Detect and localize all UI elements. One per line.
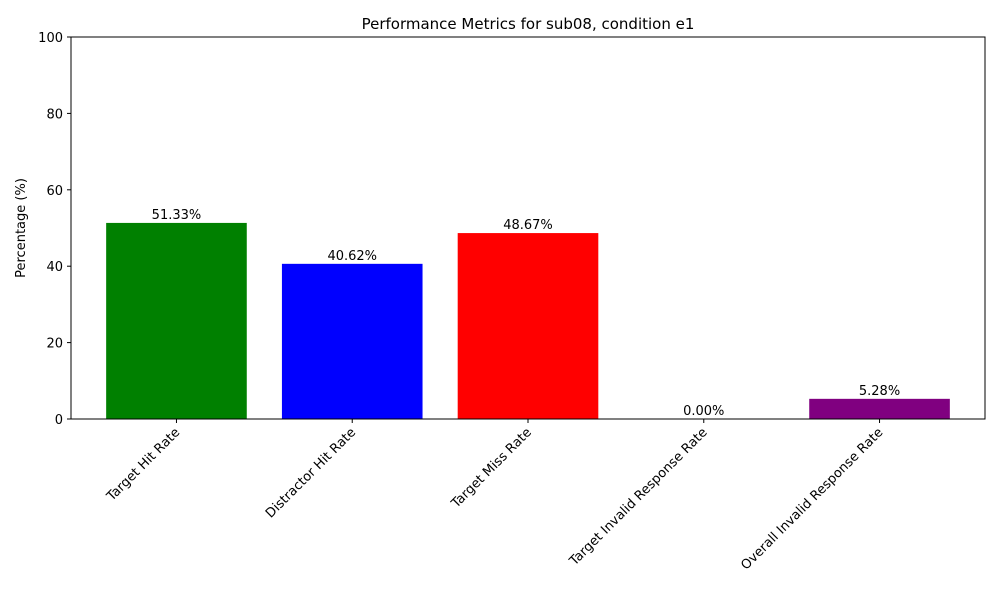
y-tick-label: 20 (46, 337, 63, 352)
bar (106, 222, 247, 419)
x-tick-label: Target Miss Rate (448, 425, 535, 512)
bar-value-label: 5.28% (859, 384, 900, 399)
bar (809, 398, 950, 419)
bar (281, 263, 423, 419)
y-tick-label: 40 (46, 260, 63, 275)
bar (457, 233, 599, 419)
y-axis-label: Percentage (%) (14, 178, 29, 278)
x-axis: Target Hit Rate Distractor Hit Rate Target… (104, 419, 886, 573)
value-label-group: 51.33% 40.62% 48.67% 0.00% 5.28% (152, 208, 901, 419)
bar-value-label: 40.62% (327, 249, 377, 264)
bar-value-label: 51.33% (152, 208, 202, 223)
y-tick-label: 100 (38, 31, 63, 46)
x-tick-label: Distractor Hit Rate (263, 425, 359, 521)
plot-frame (70, 36, 986, 420)
chart-title: Performance Metrics for sub08, condition… (362, 15, 695, 33)
y-axis: 0 20 40 60 80 100 (38, 31, 71, 428)
y-tick-label: 60 (46, 184, 63, 199)
y-tick-label: 0 (55, 413, 63, 428)
x-tick-label: Target Hit Rate (104, 425, 184, 505)
x-tick-label: Target Invalid Response Rate (566, 425, 710, 569)
bar-value-label: 0.00% (683, 404, 724, 419)
x-tick-label: Overall Invalid Response Rate (738, 425, 886, 573)
bar-group (106, 222, 950, 419)
y-tick-label: 80 (46, 107, 63, 122)
bar-value-label: 48.67% (503, 218, 553, 233)
